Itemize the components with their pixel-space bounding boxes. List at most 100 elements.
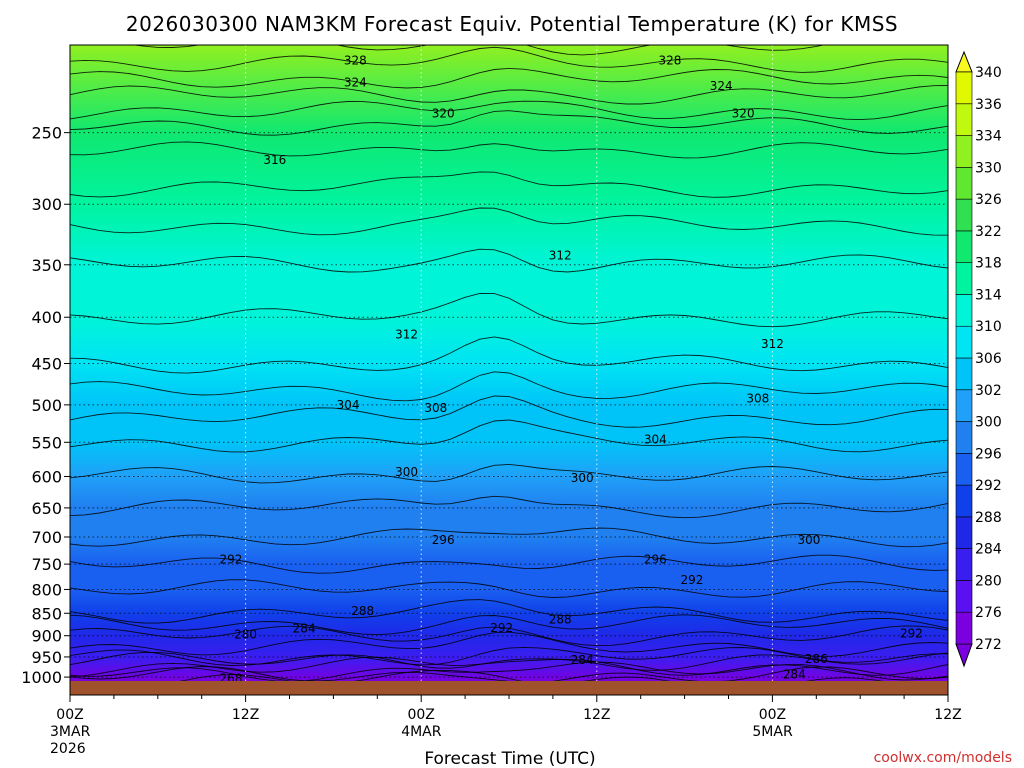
contour-298: [70, 495, 948, 519]
plot-area: 328 324 328 324 320 320 316 312 312 312 308 308 304 3…: [69, 44, 949, 696]
contour-312: [70, 248, 948, 273]
contour-label: 284: [293, 622, 316, 636]
contour-label: 328: [659, 53, 682, 67]
contour-282: [70, 646, 948, 666]
contour-290: [70, 599, 948, 624]
contour-label: 304: [644, 432, 667, 446]
contour-label: 316: [263, 153, 286, 167]
contour-314: [70, 207, 948, 236]
colorbar-label: 300: [975, 415, 1002, 431]
colorbar-swatch: [955, 262, 973, 295]
colorbar-swatch: [955, 325, 973, 359]
colorbar-label: 340: [975, 65, 1002, 81]
x-tick-label: 00Z: [407, 707, 434, 723]
contour-label: 300: [395, 465, 418, 479]
colorbar-swatch: [955, 71, 973, 105]
contour-label: 284: [783, 668, 806, 682]
contour-label: 284: [571, 653, 594, 667]
y-tick-label: 550: [31, 433, 62, 452]
x-date-label: 5MAR: [752, 724, 793, 740]
y-tick-label: 900: [31, 627, 62, 646]
contour-label: 312: [761, 337, 784, 351]
colorbar-label: 326: [975, 192, 1002, 208]
contour-318: [70, 141, 948, 159]
y-tick-label: 350: [31, 256, 62, 275]
contour-300: [70, 463, 948, 484]
x-tick-label: 12Z: [934, 707, 961, 723]
colorbar-label: 302: [975, 383, 1002, 399]
x-tick-label: 12Z: [583, 707, 610, 723]
contour-322: [70, 100, 948, 121]
colorbar-swatch: [955, 135, 973, 168]
theta-e-field: [70, 45, 948, 681]
contour-296: [70, 527, 948, 548]
colorbar-swatch: [955, 103, 973, 136]
colorbar-label: 284: [975, 542, 1002, 558]
contour-label: 312: [395, 328, 418, 342]
contour-308: [70, 336, 948, 374]
colorbar-label: 272: [975, 637, 1002, 653]
contour-label: 304: [337, 398, 360, 412]
y-tick-label: 750: [31, 555, 62, 574]
contour-324: [70, 85, 948, 105]
colorbar-swatch: [955, 516, 973, 549]
contour-label: 300: [571, 471, 594, 485]
y-tick-label: 800: [31, 580, 62, 599]
colorbar-label: 318: [975, 256, 1002, 272]
contour-320: [70, 110, 948, 136]
contour-310: [70, 293, 948, 328]
y-tick-label: 850: [31, 604, 62, 623]
colorbar-label: 288: [975, 510, 1002, 526]
contour-label: 308: [746, 392, 769, 406]
y-tick-label: 1000: [21, 668, 62, 687]
colorbar-label: 306: [975, 351, 1002, 367]
colorbar-swatch: [955, 484, 973, 518]
y-tick-label: 500: [31, 396, 62, 415]
contour-lines: [70, 45, 948, 681]
colorbar-swatch: [955, 580, 973, 613]
contour-label: 300: [798, 533, 821, 547]
y-tick-label: 450: [31, 354, 62, 373]
site-credit: coolwx.com/models: [874, 750, 1012, 766]
x-date-label: 4MAR: [401, 724, 442, 740]
colorbar-swatch: [955, 548, 973, 581]
x-tick-label: 00Z: [759, 707, 786, 723]
contour-302: [70, 419, 948, 453]
contour-284: [70, 631, 948, 657]
contour-label: 324: [344, 75, 367, 89]
contour-labels: 328 324 328 324 320 320 316 312 312 312 308 308 304 3…: [220, 53, 923, 685]
contour-278: [70, 656, 948, 678]
y-tick-label: 950: [31, 648, 62, 667]
colorbar-bottom-arrow: [955, 643, 973, 668]
contour-label: 320: [432, 106, 455, 120]
x-year-label: 2026: [50, 741, 86, 757]
contour-label: 292: [220, 552, 243, 566]
colorbar-swatch: [955, 357, 973, 391]
contour-label: 328: [344, 53, 367, 67]
contour-294: [70, 554, 948, 574]
contour-276: [70, 661, 948, 681]
contour-label: 292: [680, 573, 703, 587]
contour-label: 280: [234, 627, 257, 641]
contour-304: [70, 395, 948, 428]
contour-label: 312: [549, 249, 572, 263]
colorbar-label: 276: [975, 605, 1002, 621]
contour-326: [70, 67, 948, 89]
colorbar-label: 314: [975, 287, 1002, 303]
colorbar-swatch: [955, 294, 973, 327]
terrain-ground: [70, 681, 948, 695]
contour-286: [70, 625, 948, 647]
colorbar-label: 310: [975, 319, 1002, 335]
colorbar-swatch: [955, 421, 973, 454]
y-tick-label: 600: [31, 467, 62, 486]
contour-label: 320: [732, 106, 755, 120]
x-axis-title: Forecast Time (UTC): [424, 749, 595, 768]
contour-306: [70, 371, 948, 402]
colorbar-swatch: [955, 389, 973, 422]
colorbar: 340 336 334 330 326 322 318 314 310 306 302 300 296 2…: [955, 50, 1002, 668]
contour-328: [70, 46, 948, 73]
colorbar-label: 336: [975, 97, 1002, 113]
colorbar-swatch: [955, 198, 973, 232]
chart-title: 2026030300 NAM3KM Forecast Equiv. Potent…: [126, 12, 898, 36]
contour-label: 288: [549, 613, 572, 627]
